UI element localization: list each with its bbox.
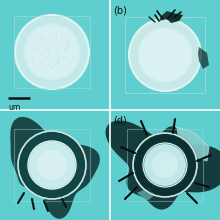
Circle shape <box>143 143 187 187</box>
Circle shape <box>15 15 89 89</box>
Polygon shape <box>167 13 183 23</box>
Polygon shape <box>14 16 90 88</box>
Circle shape <box>37 150 67 180</box>
Circle shape <box>152 152 178 178</box>
Polygon shape <box>10 117 100 219</box>
Circle shape <box>138 28 192 82</box>
Text: um: um <box>8 103 20 112</box>
Polygon shape <box>137 187 155 201</box>
Circle shape <box>133 133 197 197</box>
Circle shape <box>129 19 201 91</box>
Circle shape <box>24 24 80 80</box>
Circle shape <box>28 141 76 189</box>
Polygon shape <box>177 127 209 161</box>
Text: (d): (d) <box>113 115 127 125</box>
Polygon shape <box>159 11 173 21</box>
Polygon shape <box>105 120 220 210</box>
Polygon shape <box>198 47 209 69</box>
Circle shape <box>18 131 86 199</box>
Text: (b): (b) <box>113 5 127 15</box>
